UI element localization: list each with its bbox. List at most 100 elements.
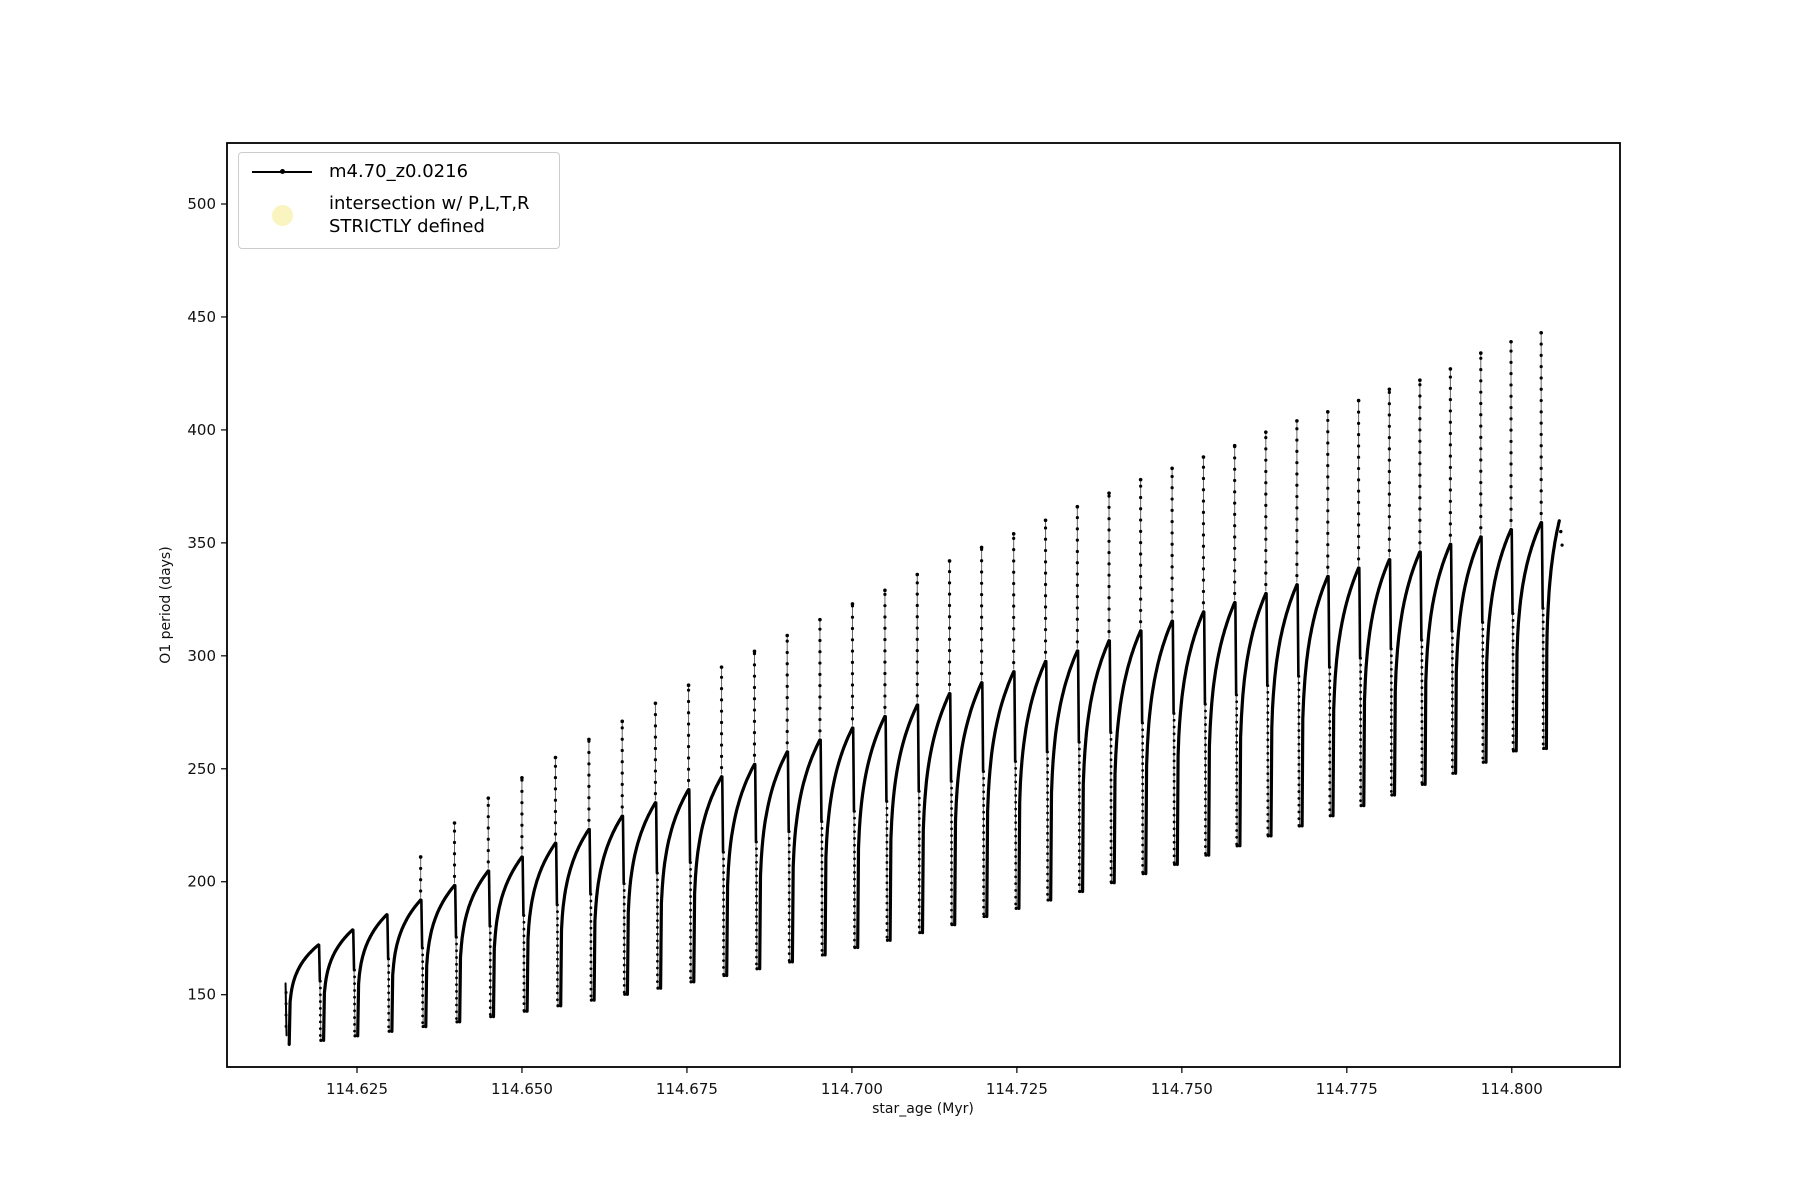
data-point <box>1389 688 1393 692</box>
data-point <box>1172 827 1176 831</box>
data-point <box>656 953 659 956</box>
data-point <box>1201 567 1206 571</box>
data-point <box>1418 507 1422 511</box>
data-point <box>622 936 626 940</box>
data-point <box>387 971 391 974</box>
data-point <box>522 934 526 938</box>
data-point <box>1359 731 1362 735</box>
series-curve <box>725 762 757 978</box>
data-point <box>689 901 692 905</box>
legend: m4.70_z0.0216 intersection w/ P,L,T,R ST… <box>238 152 560 250</box>
data-point <box>1109 744 1113 748</box>
data-point <box>885 820 889 824</box>
data-point <box>1266 731 1270 735</box>
data-point <box>689 962 692 966</box>
data-point <box>318 1034 322 1037</box>
data-point <box>787 945 791 949</box>
drop-line <box>1451 631 1454 774</box>
data-point <box>1046 879 1049 883</box>
data-point <box>853 931 856 935</box>
data-point <box>1479 367 1483 372</box>
data-point <box>947 671 952 675</box>
data-point <box>722 938 725 942</box>
data-point <box>1012 638 1016 642</box>
data-point <box>419 889 423 893</box>
data-point <box>1075 527 1079 531</box>
data-point <box>1328 781 1332 784</box>
data-point <box>950 827 953 831</box>
data-point <box>1233 467 1237 471</box>
data-point <box>1235 741 1239 744</box>
data-point <box>820 901 824 905</box>
data-point <box>589 933 593 937</box>
data-point <box>1389 695 1393 698</box>
data-point <box>1539 365 1543 369</box>
data-point <box>689 874 692 878</box>
series-curve <box>1017 659 1048 910</box>
data-point <box>620 748 624 753</box>
data-point <box>947 682 952 687</box>
data-point <box>1326 565 1330 569</box>
data-point <box>587 796 591 800</box>
data-point <box>1266 704 1270 708</box>
data-point <box>1077 801 1081 805</box>
data-point <box>1359 765 1362 769</box>
data-point <box>1046 804 1049 808</box>
data-point <box>1139 620 1143 624</box>
y-tick-label: 400 <box>187 421 216 439</box>
data-point <box>1541 681 1545 685</box>
data-point <box>853 938 856 942</box>
data-point <box>1075 504 1080 509</box>
data-point <box>1046 784 1049 788</box>
data-point <box>318 1006 322 1010</box>
data-point <box>1075 572 1079 576</box>
data-point <box>1141 775 1145 779</box>
data-point <box>421 946 425 950</box>
data-point <box>1046 798 1049 801</box>
data-point <box>722 973 726 978</box>
data-point <box>1448 477 1452 481</box>
data-point <box>1204 723 1207 726</box>
data-point <box>1077 822 1081 826</box>
data-point <box>1075 583 1079 587</box>
data-point <box>1481 648 1485 651</box>
data-point <box>1107 491 1111 495</box>
data-point <box>522 961 526 965</box>
data-point <box>885 854 889 858</box>
data-point <box>455 1010 458 1014</box>
data-point <box>520 789 524 793</box>
data-point <box>1326 452 1330 456</box>
data-point <box>1359 717 1362 721</box>
data-point <box>1539 444 1543 448</box>
data-point <box>1235 815 1239 819</box>
data-point <box>452 852 457 856</box>
data-point <box>1204 709 1207 713</box>
data-point <box>1326 520 1330 524</box>
data-point <box>1297 817 1301 821</box>
data-point <box>689 942 692 946</box>
data-point <box>1511 612 1515 616</box>
data-point <box>1539 489 1543 493</box>
data-point <box>1450 697 1454 701</box>
data-point <box>1541 728 1545 732</box>
series-curve <box>592 814 624 1002</box>
data-point <box>1109 805 1113 809</box>
data-point <box>1541 674 1545 678</box>
data-point <box>1109 799 1113 802</box>
data-point <box>1235 747 1239 751</box>
drop-line <box>918 791 921 933</box>
plot-area <box>226 142 1621 1068</box>
data-point <box>1418 529 1422 534</box>
data-point <box>1511 680 1515 683</box>
data-point <box>353 1016 356 1019</box>
data-point <box>820 948 824 952</box>
data-point <box>488 931 492 935</box>
data-point <box>623 992 627 996</box>
data-point <box>284 1024 288 1028</box>
data-point <box>1387 537 1391 541</box>
data-point <box>1297 742 1301 746</box>
data-point <box>1014 848 1018 852</box>
data-point <box>883 604 887 608</box>
data-point <box>553 832 558 836</box>
